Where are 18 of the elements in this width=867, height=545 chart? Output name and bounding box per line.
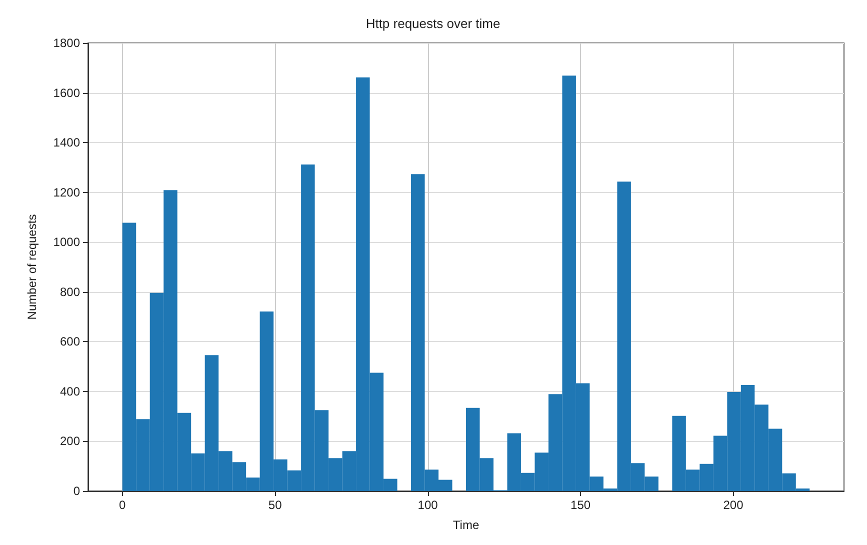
x-tick-label: 200 [723, 498, 744, 512]
x-axis-title: Time [452, 518, 480, 532]
y-tick-label: 0 [73, 484, 80, 498]
x-tick-label: 0 [119, 498, 126, 512]
x-tick-label: 100 [418, 498, 438, 512]
x-tick-label: 150 [570, 498, 591, 512]
x-tick-label: 50 [268, 498, 282, 512]
y-tick-label: 1400 [53, 136, 80, 150]
y-tick-label: 200 [60, 434, 80, 448]
y-tick-label: 1600 [53, 86, 80, 100]
y-axis-title: Number of requests [25, 214, 39, 320]
y-tick-label: 400 [60, 384, 80, 398]
y-tick-label: 600 [60, 334, 80, 349]
chart-title: Http requests over time [366, 16, 500, 31]
y-tick-label: 800 [60, 284, 80, 299]
y-tick-label: 1200 [53, 185, 80, 200]
y-tick-label: 1800 [53, 36, 80, 50]
y-tick-label: 1000 [53, 235, 80, 250]
